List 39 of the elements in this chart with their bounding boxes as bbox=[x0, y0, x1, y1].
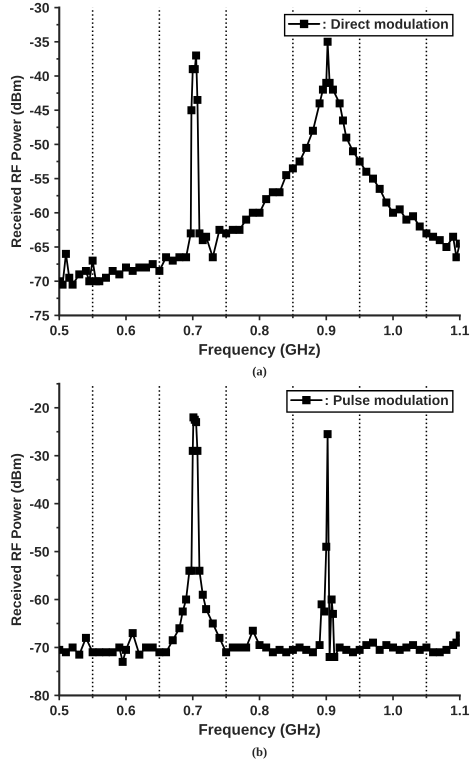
y-tick-label: -30 bbox=[30, 2, 49, 13]
y-tick-label: -50 bbox=[30, 140, 49, 150]
x-tick-label: 0.8 bbox=[250, 325, 269, 336]
y-tick-label: -60 bbox=[30, 208, 49, 218]
text: (a) bbox=[252, 366, 266, 378]
y-tick-label: -70 bbox=[30, 276, 49, 286]
y-tick-label: -55 bbox=[30, 174, 50, 184]
y-tick-label: -40 bbox=[30, 71, 49, 82]
x-tick-label: 1.0 bbox=[384, 325, 402, 336]
y-tick-label: -45 bbox=[30, 106, 50, 116]
x-axis-title: Frequency (GHz) bbox=[199, 344, 320, 358]
y-axis-title: Received RF Power (dBm) bbox=[10, 454, 24, 626]
x-tick-label: 1.0 bbox=[384, 705, 402, 716]
y-tick-label: -30 bbox=[30, 451, 49, 461]
y-tick-label: -75 bbox=[30, 310, 50, 321]
legend-label: : Direct modulation bbox=[323, 18, 448, 29]
y-tick-label: -80 bbox=[30, 690, 49, 701]
y-axis-title: Received RF Power (dBm) bbox=[10, 76, 24, 248]
x-tick-label: 0.8 bbox=[250, 705, 269, 716]
x-tick-label: 0.7 bbox=[184, 325, 202, 336]
y-tick-label: -70 bbox=[30, 642, 49, 653]
x-tick-label: 0.5 bbox=[50, 325, 69, 336]
legend-label: : Pulse modulation bbox=[326, 394, 448, 406]
x-tick-label: 0.9 bbox=[317, 705, 336, 716]
x-tick-label: 0.7 bbox=[184, 705, 202, 716]
text: (b) bbox=[252, 747, 267, 759]
y-tick-label: -65 bbox=[30, 242, 50, 252]
x-tick-label: 0.6 bbox=[116, 325, 136, 336]
x-tick-label: 0.9 bbox=[317, 325, 336, 336]
x-axis-title: Frequency (GHz) bbox=[199, 724, 320, 738]
y-tick-label: -60 bbox=[30, 594, 49, 605]
y-tick-label: -50 bbox=[30, 546, 49, 557]
x-tick-label: 0.6 bbox=[116, 705, 136, 716]
x-tick-label: 0.5 bbox=[50, 705, 69, 716]
y-tick-label: -35 bbox=[30, 37, 50, 47]
y-tick-label: -40 bbox=[30, 498, 49, 509]
x-tick-label: 1.1 bbox=[451, 706, 470, 716]
x-tick-label: 1.1 bbox=[451, 326, 470, 336]
y-tick-label: -20 bbox=[30, 403, 49, 413]
